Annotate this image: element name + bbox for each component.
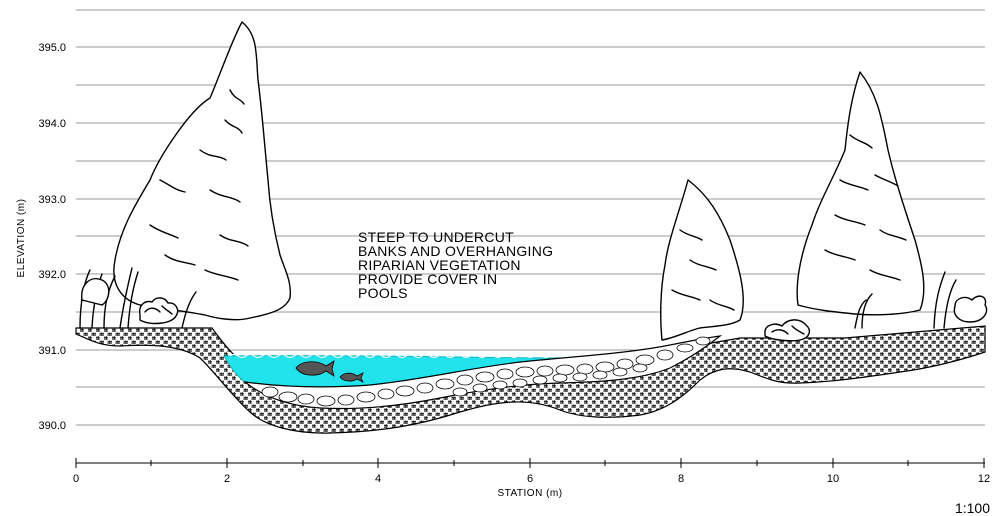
y-tick-label: 394.0 <box>38 118 66 130</box>
annotation-line-1: STEEP TO UNDERCUT <box>358 229 514 245</box>
x-tick-label: 12 <box>978 473 990 485</box>
x-tick-label: 2 <box>224 473 230 485</box>
y-tick-labels: 395.0 394.0 393.0 392.0 391.0 390.0 <box>38 42 66 432</box>
x-tick-label: 10 <box>827 473 839 485</box>
right-bank-plants-icon <box>854 271 988 329</box>
middle-plants-icon <box>764 319 811 342</box>
annotation-line-3: RIPARIAN VEGETATION <box>358 257 521 273</box>
water-ripple <box>229 353 575 359</box>
x-axis-title: STATION (m) <box>497 488 562 499</box>
y-tick-label: 392.0 <box>38 269 66 281</box>
annotation: STEEP TO UNDERCUT BANKS AND OVERHANGING … <box>358 229 553 301</box>
y-tick-label: 395.0 <box>38 42 66 54</box>
cobble-stones <box>261 336 711 407</box>
y-tick-label: 393.0 <box>38 194 66 206</box>
y-axis-title: ELEVATION (m) <box>16 199 27 278</box>
middle-tree-icon <box>660 179 744 341</box>
annotation-line-2: BANKS AND OVERHANGING <box>358 243 553 259</box>
annotation-line-4: PROVIDE COVER IN <box>358 271 497 287</box>
fish-icon <box>295 360 364 383</box>
right-tree-icon <box>796 71 925 316</box>
x-tick-labels: 0 2 4 6 8 10 12 <box>73 473 990 485</box>
y-tick-label: 391.0 <box>38 345 66 357</box>
y-tick-label: 390.0 <box>38 420 66 432</box>
x-tick-label: 4 <box>375 473 381 485</box>
left-tree-icon <box>113 21 292 329</box>
left-bank-plants-icon <box>79 269 179 329</box>
annotation-line-5: POOLS <box>358 285 408 301</box>
scale-label: 1:100 <box>955 500 990 516</box>
x-axis <box>75 458 985 468</box>
x-tick-label: 6 <box>527 473 533 485</box>
x-tick-label: 8 <box>678 473 684 485</box>
x-tick-label: 0 <box>73 473 79 485</box>
